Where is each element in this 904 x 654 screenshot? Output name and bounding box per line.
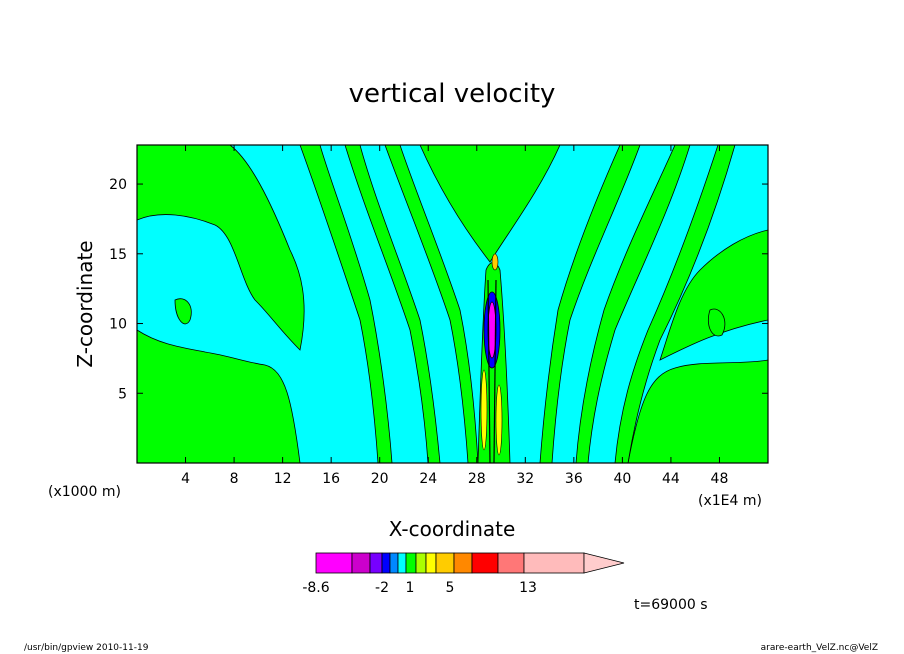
x-unit-label: (x1E4 m) [698, 493, 762, 509]
colorbar-segment [453, 552, 473, 574]
convective-core [477, 253, 511, 463]
region-left-upper [137, 145, 305, 351]
x-tick-label: 4 [181, 471, 190, 487]
y-axis-label: Z-coordinate [73, 240, 97, 367]
x-tick-label: 36 [565, 471, 583, 487]
core-contour [487, 279, 491, 463]
colorbar-segment [405, 552, 417, 574]
core-yellow-left [480, 369, 488, 451]
blob-left [174, 298, 192, 325]
x-ticks: 4 8 12 16 20 24 28 32 36 40 44 48 [181, 145, 728, 487]
colorbar-segment [435, 552, 455, 574]
colorbar-label: -8.6 [302, 580, 329, 596]
band-left-1 [299, 145, 393, 463]
y-tick-label: 20 [109, 177, 127, 193]
plot-frame [136, 144, 769, 464]
band-right-3 [614, 145, 736, 463]
colorbar-label: -2 [375, 580, 389, 596]
plot-area [137, 145, 768, 463]
band-left-2 [344, 145, 441, 463]
footer-right: arare-earth_VelZ.nc@VelZ [761, 643, 878, 653]
footer-left: /usr/bin/gpview 2010-11-19 [24, 643, 149, 653]
colorbar-segment [497, 552, 525, 574]
colorbar-segment [351, 552, 371, 574]
colorbar [315, 552, 625, 574]
y-unit-label: (x1000 m) [48, 484, 121, 500]
colorbar-label: 1 [406, 580, 415, 596]
x-tick-label: 44 [662, 471, 680, 487]
core-yellow-right [495, 384, 503, 456]
x-tick-label: 32 [516, 471, 534, 487]
colorbar-extension [583, 552, 625, 574]
x-tick-label: 28 [468, 471, 486, 487]
y-tick-label: 15 [109, 247, 127, 263]
colorbar-segment [471, 552, 499, 574]
colorbar-label: 13 [519, 580, 537, 596]
colorbar-segment [389, 552, 399, 574]
colorbar-labels: -8.6 -2 1 5 13 [302, 580, 537, 596]
x-tick-label: 12 [274, 471, 292, 487]
colorbar-segment [415, 552, 427, 574]
colorbar-segment [315, 552, 353, 574]
y-tick-label: 5 [118, 386, 127, 402]
contour-fill-positive [137, 145, 768, 463]
core-contour [493, 279, 497, 463]
x-tick-label: 48 [711, 471, 729, 487]
colorbar-segment [425, 552, 437, 574]
colorbar-segment [397, 552, 407, 574]
time-label: t=69000 s [634, 597, 708, 613]
colorbar-segment [381, 552, 391, 574]
region-right-lower [627, 359, 768, 463]
chart-title: vertical velocity [349, 79, 556, 109]
x-tick-label: 8 [230, 471, 239, 487]
x-tick-label: 16 [322, 471, 340, 487]
colorbar-segment [523, 552, 585, 574]
band-right-1 [539, 145, 641, 463]
y-tick-label: 10 [109, 317, 127, 333]
y-ticks: 5 10 15 20 [109, 177, 768, 402]
x-axis-label: X-coordinate [389, 517, 516, 541]
x-tick-label: 24 [419, 471, 437, 487]
x-tick-label: 40 [613, 471, 631, 487]
band-right-2 [575, 145, 691, 463]
colorbar-segment [369, 552, 383, 574]
blob-right [707, 308, 726, 337]
band-left-3 [384, 145, 479, 463]
x-tick-label: 20 [371, 471, 389, 487]
region-top-center [419, 145, 561, 263]
region-left-lower [137, 329, 301, 463]
colorbar-label: 5 [446, 580, 455, 596]
core-orange-top [491, 253, 499, 271]
